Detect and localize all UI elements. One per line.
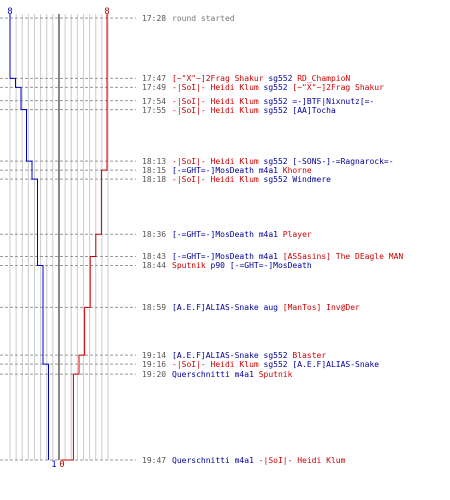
- event-time: 18:36: [142, 230, 167, 240]
- event-text: Querschnitti m4a1 -|SoI|- Heidi Klum: [172, 456, 345, 465]
- event-part: [ManTos] Inv@Der: [282, 303, 360, 313]
- event-part: aug: [258, 303, 283, 313]
- event-text: [-=GHT=-]MosDeath m4a1 Khorne: [172, 166, 312, 175]
- event-text: Querschnitti m4a1 Sputnik: [172, 370, 292, 379]
- event-time: 17:54: [142, 96, 167, 106]
- event-part: Blaster: [292, 351, 327, 361]
- event-part: sg552: [258, 360, 293, 370]
- event-time: 19:47: [142, 456, 167, 465]
- event-time: 18:15: [142, 166, 167, 176]
- event-text: [-=GHT=-]MosDeath m4a1 Player: [172, 230, 312, 239]
- event-dashes: [0, 17, 136, 461]
- event-part: sg552: [258, 157, 293, 167]
- event-text: Sputnik p90 [-=GHT=-]MosDeath: [172, 261, 312, 270]
- event-text: -|SoI|- Heidi Klum sg552 [A.E.F]ALIAS-Sn…: [172, 360, 379, 369]
- event-time: 17:28: [142, 14, 167, 23]
- event-part: Querschnitti: [172, 370, 230, 380]
- event-part: [AA]Tocha: [292, 105, 336, 115]
- event-part: sg552: [263, 74, 298, 84]
- event-part: [-=GHT=-]MosDeath: [172, 230, 254, 240]
- event-part: [-=GHT=-]MosDeath: [172, 166, 254, 176]
- event-time: 18:13: [142, 157, 167, 167]
- event-part: Sputnik: [258, 370, 293, 380]
- event-text: -|SoI|- Heidi Klum sg552 [~"X"~]2Frag Sh…: [172, 83, 384, 92]
- event-part: sg552: [258, 351, 293, 361]
- event-time: 18:59: [142, 303, 167, 313]
- event-time: 18:44: [142, 261, 167, 271]
- event-text: -|SoI|- Heidi Klum sg552 [AA]Tocha: [172, 106, 336, 115]
- event-time: 19:20: [142, 370, 167, 380]
- event-time: 19:16: [142, 360, 167, 370]
- event-part: [~"X"~]2Frag Shakur: [292, 83, 384, 93]
- event-part: -|SoI|- Heidi Klum: [172, 360, 259, 370]
- event-part: [-=GHT=-]MosDeath: [172, 252, 254, 262]
- event-part: sg552: [258, 105, 293, 115]
- event-part: RD_ChampioN: [297, 74, 351, 84]
- event-time: 17:47: [142, 74, 167, 84]
- event-part: Querschnitti: [172, 456, 230, 465]
- event-part: m4a1: [253, 230, 283, 240]
- blue-start-count: 8: [7, 7, 12, 17]
- event-text: [-=GHT=-]MosDeath m4a1 [ASSasins] The DE…: [172, 252, 403, 261]
- event-part: sg552: [258, 175, 293, 185]
- event-part: m4a1: [229, 456, 259, 465]
- event-text: -|SoI|- Heidi Klum sg552 =-]BTF|Nixnutz[…: [172, 97, 374, 106]
- event-part: -|SoI|- Heidi Klum: [172, 83, 259, 93]
- event-part: Windmere: [292, 175, 331, 185]
- event-part: [~"X"~]2Frag Shakur: [172, 74, 264, 84]
- event-part: -|SoI|- Heidi Klum: [172, 96, 259, 106]
- event-time: 17:49: [142, 83, 167, 93]
- red-team-line: [62, 14, 108, 461]
- event-text: [~"X"~]2Frag Shakur sg552 RD_ChampioN: [172, 74, 350, 83]
- event-part: Sputnik: [172, 261, 206, 271]
- event-part: [ASSasins] The DEagle MAN: [282, 252, 404, 262]
- event-part: Player: [282, 230, 312, 240]
- event-part: -|SoI|- Heidi Klum: [172, 175, 259, 185]
- red-end-count: 0: [59, 460, 64, 470]
- event-part: [-=GHT=-]MosDeath: [229, 261, 312, 271]
- blue-end-count: 1: [51, 460, 56, 470]
- event-part: =-]BTF|Nixnutz[=-: [292, 96, 375, 106]
- event-part: m4a1: [229, 370, 259, 380]
- event-part: p90: [205, 261, 230, 271]
- event-part: m4a1: [253, 166, 283, 176]
- event-part: [A.E.F]ALIAS-Snake: [172, 351, 259, 361]
- event-part: sg552: [258, 96, 293, 106]
- event-time: 18:18: [142, 175, 167, 185]
- event-part: [A.E.F]ALIAS-Snake: [292, 360, 380, 370]
- blue-team-line: [9, 14, 49, 460]
- event-part: sg552: [258, 83, 293, 93]
- event-text: -|SoI|- Heidi Klum sg552 [-SONS-]-=Ragna…: [172, 157, 394, 166]
- event-part: -|SoI|- Heidi Klum: [172, 157, 259, 167]
- event-part: -|SoI|- Heidi Klum: [172, 105, 259, 115]
- event-time: 17:55: [142, 105, 167, 115]
- graph-grid: [9, 14, 109, 460]
- event-part: m4a1: [253, 252, 283, 262]
- event-text: [A.E.F]ALIAS-Snake sg552 Blaster: [172, 351, 326, 360]
- event-time: 19:14: [142, 351, 167, 361]
- event-part: -|SoI|- Heidi Klum: [258, 456, 346, 465]
- event-text: -|SoI|- Heidi Klum sg552 Windmere: [172, 175, 331, 184]
- event-part: Khorne: [282, 166, 312, 176]
- event-text: round started: [172, 14, 235, 23]
- event-time: 18:43: [142, 252, 167, 262]
- event-part: [-SONS-]-=Ragnarock=-: [292, 157, 394, 167]
- event-text: [A.E.F]ALIAS-Snake aug [ManTos] Inv@Der: [172, 303, 360, 312]
- event-part: [A.E.F]ALIAS-Snake: [172, 303, 259, 313]
- event-part: round started: [172, 14, 235, 23]
- red-start-count: 8: [104, 7, 109, 17]
